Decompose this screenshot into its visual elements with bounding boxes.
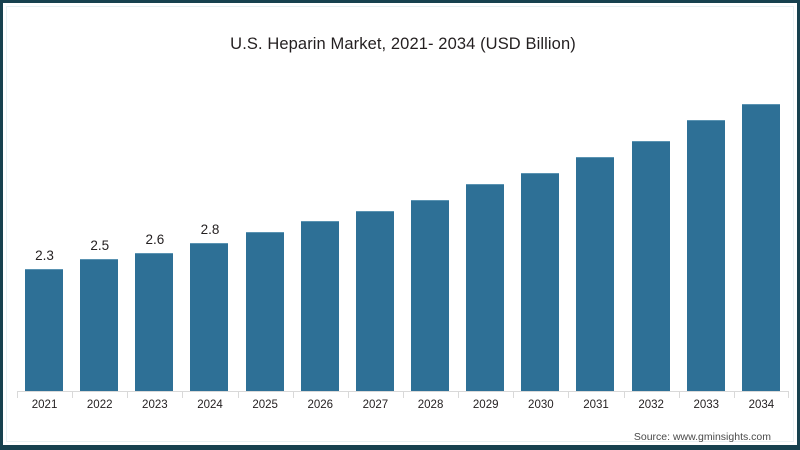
bar-2034[interactable] — [741, 104, 780, 392]
bar-2028[interactable] — [411, 200, 449, 392]
x-axis-tick — [678, 392, 680, 398]
bar-slot: 2.5 — [72, 88, 127, 392]
bar-value-label-2024: 2.8 — [200, 221, 220, 237]
x-axis-tick — [182, 392, 184, 398]
bar-2027[interactable] — [355, 210, 394, 392]
bar-slot — [293, 88, 348, 392]
x-axis-tick — [623, 392, 625, 398]
bar-2026[interactable] — [300, 221, 339, 392]
bar-slot — [679, 88, 734, 392]
x-axis-tick — [513, 392, 515, 398]
x-axis-tick — [403, 392, 404, 398]
plot-area: 2.3 2.5 2.6 2.8 — [17, 88, 789, 392]
x-axis-label-2028: 2028 — [417, 399, 444, 411]
bar-2032[interactable] — [631, 141, 670, 392]
x-axis-label-2023: 2023 — [142, 399, 168, 411]
bar-2025[interactable] — [245, 232, 284, 392]
x-axis-tick — [788, 392, 789, 398]
bar-slot: 2.3 — [17, 88, 72, 392]
x-axis-tick — [458, 392, 460, 398]
x-axis-tick — [127, 392, 129, 398]
bar-value-label-2022: 2.5 — [90, 237, 110, 253]
bar-2031[interactable] — [576, 157, 615, 392]
bar-2024[interactable] — [190, 242, 229, 392]
bar-slot — [238, 88, 293, 392]
bar-slot — [403, 88, 458, 392]
x-axis-label-2031: 2031 — [583, 399, 609, 411]
x-axis-label-2034: 2034 — [748, 399, 775, 411]
bar-slot — [624, 88, 679, 392]
x-axis-tick — [733, 392, 735, 398]
x-axis-tick — [568, 392, 570, 398]
x-axis-label-2030: 2030 — [528, 399, 554, 411]
bar-2021[interactable] — [25, 269, 63, 392]
x-axis-line — [17, 391, 789, 392]
source-note: Source: www.gminsights.com — [633, 431, 771, 443]
x-axis-label-2024: 2024 — [197, 399, 223, 411]
bar-2029[interactable] — [466, 184, 505, 392]
x-axis-label-2022: 2022 — [86, 399, 113, 411]
bar-2033[interactable] — [686, 120, 725, 392]
bar-2022[interactable] — [80, 258, 119, 392]
bar-2023[interactable] — [135, 253, 174, 392]
x-axis-tick-row — [17, 392, 789, 399]
bar-slot — [513, 88, 568, 392]
bar-value-label-2021: 2.3 — [35, 248, 54, 264]
bar-slot: 2.6 — [127, 88, 182, 392]
bar-slot — [348, 88, 403, 392]
x-axis-tick — [237, 392, 239, 398]
x-axis-tick — [347, 392, 349, 398]
bar-slot — [568, 88, 623, 392]
x-axis-tick — [72, 392, 74, 398]
x-axis-label-2033: 2033 — [693, 399, 720, 411]
chart-title: U.S. Heparin Market, 2021- 2034 (USD Bil… — [230, 35, 576, 53]
bar-slot — [458, 88, 513, 392]
x-axis-category-row: 2021 2022 2023 2024 2025 2026 2027 2028 2029 2030… — [17, 399, 789, 419]
bar-slot: 2.8 — [182, 88, 237, 392]
x-axis-label-2026: 2026 — [307, 399, 334, 411]
x-axis-label-2025: 2025 — [252, 399, 278, 411]
bar-2030[interactable] — [521, 173, 560, 392]
x-axis-tick — [17, 392, 18, 398]
bar-value-label-2023: 2.6 — [145, 232, 165, 248]
bar-slot — [734, 88, 789, 392]
x-axis-tick — [292, 392, 294, 398]
x-axis-label-2032: 2032 — [638, 399, 664, 411]
x-axis-label-2029: 2029 — [472, 399, 499, 411]
x-axis-label-2027: 2027 — [362, 399, 389, 411]
x-axis-label-2021: 2021 — [31, 399, 58, 411]
